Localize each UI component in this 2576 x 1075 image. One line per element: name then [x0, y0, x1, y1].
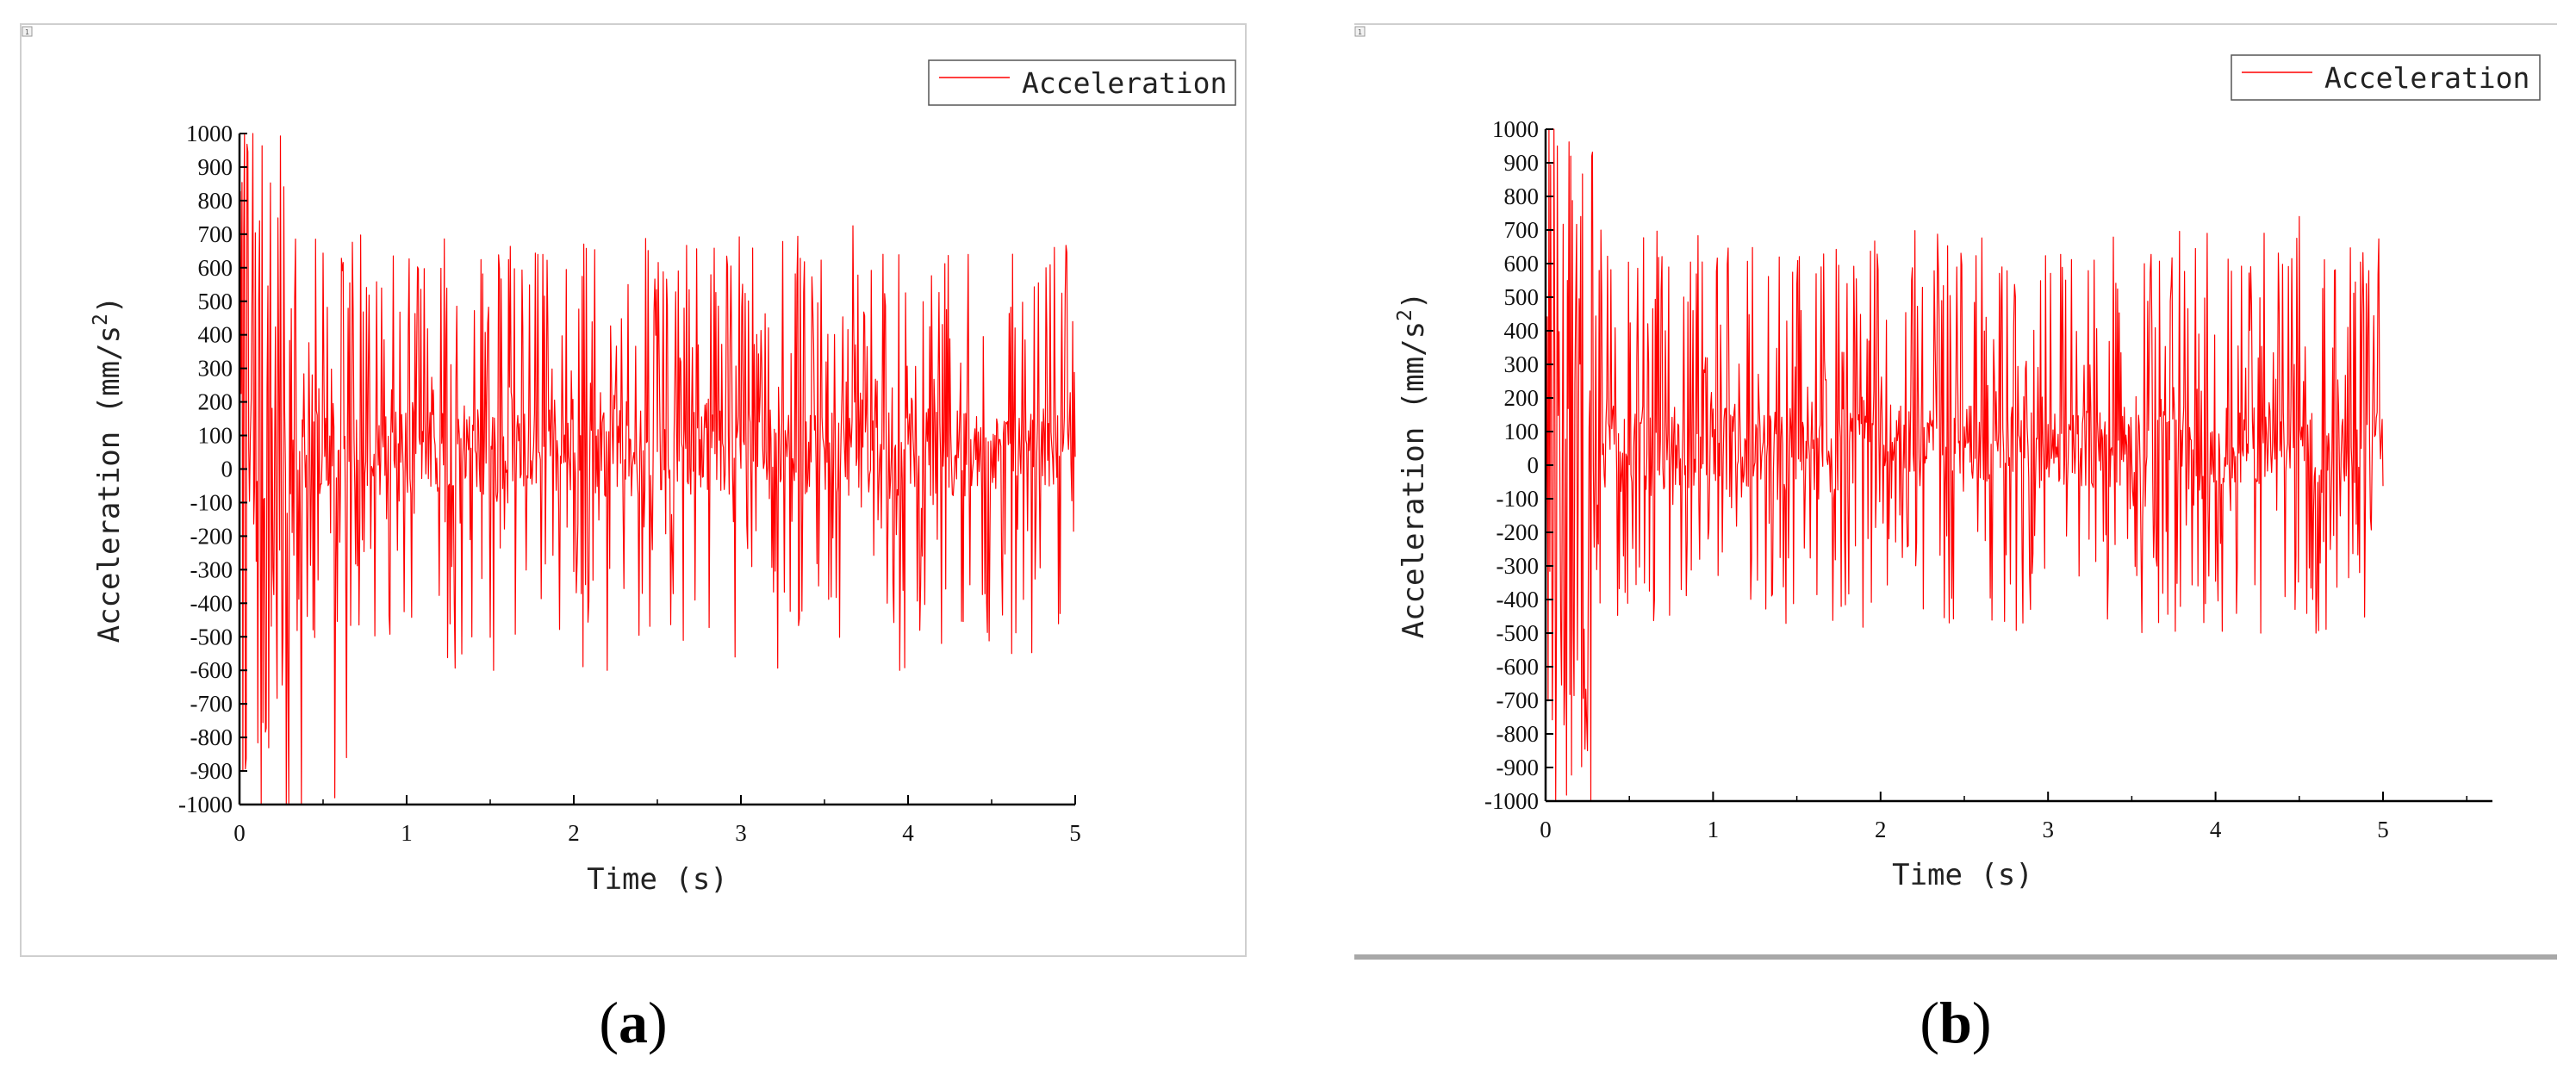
chart-a-y-tick-label: -400 [190, 590, 233, 616]
chart-b-y-tick-label: 800 [1504, 183, 1540, 209]
chart-b-acceleration-line [1545, 128, 2384, 802]
chart-b-y-tick-label: -300 [1496, 553, 1540, 579]
panel-label-a-letter: a [619, 990, 648, 1055]
chart-b-x-tick-label: 5 [2377, 817, 2389, 842]
chart-b-x-tick-label: 1 [1708, 817, 1720, 842]
chart-a-y-tick-label: -100 [190, 489, 233, 515]
chart-a-y-tick-label: 500 [198, 289, 233, 314]
chart-b-y-tick-label: 1000 [1492, 116, 1539, 142]
chart-b-y-tick-label: 400 [1504, 318, 1540, 344]
chart-a-x-tick-label: 4 [902, 820, 914, 846]
chart-b-legend: Acceleration [2231, 54, 2541, 101]
chart-a-x-tick-label: 2 [568, 820, 580, 846]
panel-label-b-close: ) [1972, 990, 1992, 1055]
panel-label-b: (b) [1920, 990, 1991, 1055]
chart-b-signal [1545, 128, 2384, 802]
chart-a-x-axis-title: Time (s) [587, 862, 728, 897]
chart-a-y-tick-label: -1000 [178, 792, 233, 817]
chart-a-y-tick-label: 600 [198, 255, 233, 281]
chart-a-legend: Acceleration [928, 59, 1236, 106]
chart-b-y-tick-label: 500 [1504, 284, 1540, 310]
panel-b-corner-marker: 1 [1358, 28, 1362, 36]
panel-label-a-close: ) [648, 990, 668, 1055]
chart-a-y-axis-title: Acceleration (mm/s2) [90, 296, 127, 643]
chart-b-y-ticks: -1000-900-800-700-600-500-400-300-200-10… [1484, 116, 1553, 814]
chart-b-y-axis-title-main: Acceleration (mm/s [1397, 321, 1431, 638]
chart-b-y-axis-title-close: ) [1397, 292, 1431, 309]
chart-a-y-tick-label: 900 [198, 154, 233, 180]
chart-b-y-tick-label: -1000 [1484, 788, 1539, 814]
chart-b-y-tick-label: -100 [1496, 486, 1540, 512]
panel-a-frame [20, 23, 1247, 957]
chart-b-y-tick-label: 0 [1528, 452, 1540, 478]
chart-b-y-tick-label: 300 [1504, 351, 1540, 377]
chart-a-y-tick-label: -800 [190, 724, 233, 750]
panel-label-a-open: ( [599, 990, 619, 1055]
chart-b-y-tick-label: 200 [1504, 385, 1540, 411]
panel-a-corner-box [22, 26, 33, 37]
chart-b-y-tick-label: -600 [1496, 654, 1540, 680]
chart-a-y-tick-label: 400 [198, 322, 233, 348]
chart-a-y-tick-label: 800 [198, 188, 233, 214]
chart-b-y-axis-title-sup: 2 [1394, 309, 1416, 321]
chart-b-y-tick-label: -200 [1496, 519, 1540, 545]
chart-a-legend-box [928, 59, 1236, 106]
panel-label-b-open: ( [1920, 990, 1939, 1055]
chart-a-legend-label: Acceleration [1022, 66, 1227, 100]
chart-a-y-tick-label: -700 [190, 691, 233, 717]
chart-a-x-ticks: 0 1 2 3 4 5 [233, 795, 1081, 846]
chart-a-y-tick-label: 700 [198, 221, 233, 247]
chart-b-x-tick-label: 3 [2042, 817, 2054, 842]
chart-a-y-tick-label: 0 [221, 457, 233, 482]
chart-a-y-tick-label: -900 [190, 758, 233, 784]
chart-a-x-tick-label: 5 [1069, 820, 1081, 846]
chart-b-legend-label: Acceleration [2324, 61, 2529, 95]
chart-a-y-tick-label: 100 [198, 423, 233, 449]
chart-a-signal [239, 133, 1076, 805]
chart-a-y-tick-label: -600 [190, 657, 233, 683]
panel-b-corner-box [1354, 26, 1366, 37]
chart-a-acceleration-line [239, 133, 1076, 805]
chart-a-x-tick-label: 3 [735, 820, 747, 846]
chart-a-y-tick-label: -500 [190, 624, 233, 649]
chart-b-y-tick-label: -900 [1496, 755, 1540, 780]
panel-a-corner-marker: 1 [25, 28, 29, 36]
chart-b-y-tick-label: -800 [1496, 721, 1540, 747]
chart-b-y-tick-label: -400 [1496, 587, 1540, 612]
chart-b-x-tick-label: 2 [1875, 817, 1887, 842]
chart-a-y-axis-title-sup: 2 [90, 314, 112, 326]
chart-a-y-axis-title-close: ) [92, 296, 127, 314]
chart-a-x-tick-label: 0 [233, 820, 246, 846]
chart-a-x-tick-label: 1 [401, 820, 413, 846]
chart-b-y-tick-label: -700 [1496, 687, 1540, 713]
chart-b-x-tick-label: 4 [2210, 817, 2222, 842]
chart-b-x-tick-label: 0 [1540, 817, 1552, 842]
chart-b-x-axis-title: Time (s) [1892, 858, 2033, 892]
panel-label-a: (a) [599, 990, 667, 1055]
chart-a-y-tick-label: -200 [190, 523, 233, 549]
chart-b-y-tick-label: -500 [1496, 620, 1540, 646]
chart-b-y-tick-label: 100 [1504, 419, 1540, 444]
chart-a-y-tick-label: -300 [190, 556, 233, 582]
chart-a-y-tick-label: 300 [198, 356, 233, 382]
chart-b-y-axis-title: Acceleration (mm/s2) [1394, 292, 1431, 639]
chart-b-legend-box [2231, 54, 2541, 101]
panel-label-b-letter: b [1939, 990, 1972, 1055]
chart-b-x-ticks: 0 1 2 3 4 5 [1540, 792, 2467, 842]
chart-a-y-ticks: -1000-900-800-700-600-500-400-300-200-10… [178, 121, 247, 817]
chart-b-y-tick-label: 700 [1504, 217, 1540, 243]
chart-a-y-tick-label: 1000 [186, 121, 233, 146]
chart-a-y-tick-label: 200 [198, 389, 233, 415]
chart-a-y-axis-title-main: Acceleration (mm/s [92, 326, 127, 643]
chart-b-y-tick-label: 600 [1504, 251, 1540, 277]
chart-b-y-tick-label: 900 [1504, 150, 1540, 176]
